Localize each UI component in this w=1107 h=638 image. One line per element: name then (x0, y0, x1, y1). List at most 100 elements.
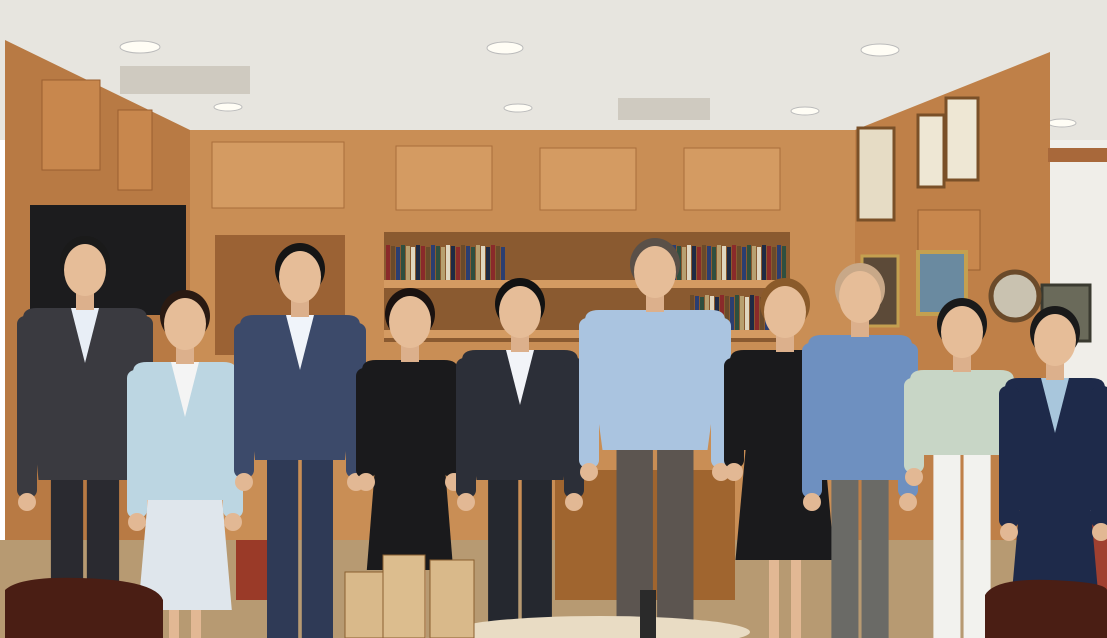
face (64, 244, 106, 296)
arm (356, 368, 376, 478)
leg (769, 560, 779, 638)
air-vent (120, 66, 250, 94)
ceiling-light (213, 102, 243, 112)
leather-chair (5, 577, 163, 638)
hand (128, 513, 146, 531)
face (634, 246, 676, 298)
shelf-board (384, 280, 790, 288)
hand (235, 473, 253, 491)
book (466, 246, 470, 280)
book (386, 245, 390, 280)
arm (1091, 386, 1107, 528)
book (431, 245, 435, 280)
book (725, 296, 729, 330)
leg (191, 610, 201, 638)
hand (565, 493, 583, 511)
book (767, 246, 771, 280)
book (401, 245, 405, 280)
hand (905, 468, 923, 486)
hand (457, 493, 475, 511)
book (777, 245, 781, 280)
collar (71, 308, 99, 363)
hand (1092, 523, 1107, 541)
face (279, 251, 321, 303)
book (391, 246, 395, 280)
collar (771, 350, 799, 405)
wood-panel (539, 147, 637, 211)
arm (904, 378, 924, 473)
leg (933, 445, 961, 638)
leg (169, 610, 179, 638)
arm (456, 358, 476, 498)
face (764, 286, 806, 338)
torso (585, 310, 725, 450)
book (436, 246, 440, 280)
collar (286, 315, 314, 370)
book (782, 246, 786, 280)
book (461, 245, 465, 280)
book (406, 246, 410, 280)
face (389, 296, 431, 348)
hand (1000, 523, 1018, 541)
ceiling-light (860, 43, 900, 57)
ceiling-light (503, 103, 533, 113)
leg (301, 450, 333, 638)
book (501, 247, 505, 280)
book (762, 245, 766, 280)
book (421, 246, 425, 280)
face (1034, 314, 1076, 366)
hand (803, 493, 821, 511)
gift-bag (344, 571, 384, 638)
book (456, 247, 460, 280)
book (471, 247, 475, 280)
book (730, 297, 734, 330)
book (446, 245, 450, 280)
collar (948, 370, 976, 425)
face (499, 286, 541, 338)
face (839, 271, 881, 323)
book (476, 245, 480, 280)
hand (224, 513, 242, 531)
wood-panel (41, 79, 101, 171)
collar (846, 335, 874, 390)
framed-certificate (856, 126, 896, 222)
book (735, 295, 739, 330)
book (411, 247, 415, 280)
hand (357, 473, 375, 491)
collar (171, 362, 199, 417)
hand (580, 463, 598, 481)
book (416, 245, 420, 280)
book (486, 247, 490, 280)
hand (712, 463, 730, 481)
book (717, 245, 721, 280)
book (757, 247, 761, 280)
book (747, 245, 751, 280)
hand (725, 463, 743, 481)
coffee-table (450, 616, 750, 638)
book (491, 245, 495, 280)
wood-panel (395, 145, 493, 211)
torso (808, 335, 912, 480)
wood-panel (211, 141, 345, 209)
book (712, 247, 716, 280)
hand (18, 493, 36, 511)
book (740, 296, 744, 330)
ceiling-light (119, 40, 161, 54)
torso (23, 308, 147, 480)
face (941, 306, 983, 358)
torso (133, 362, 237, 500)
person (802, 263, 918, 638)
leg (657, 440, 694, 638)
leather-chair (985, 579, 1107, 638)
book (722, 246, 726, 280)
book (720, 295, 724, 330)
book (396, 247, 400, 280)
collar (396, 360, 424, 415)
collar (1041, 378, 1069, 433)
book (496, 246, 500, 280)
book (772, 247, 776, 280)
arm (999, 386, 1019, 528)
arm (802, 343, 822, 498)
